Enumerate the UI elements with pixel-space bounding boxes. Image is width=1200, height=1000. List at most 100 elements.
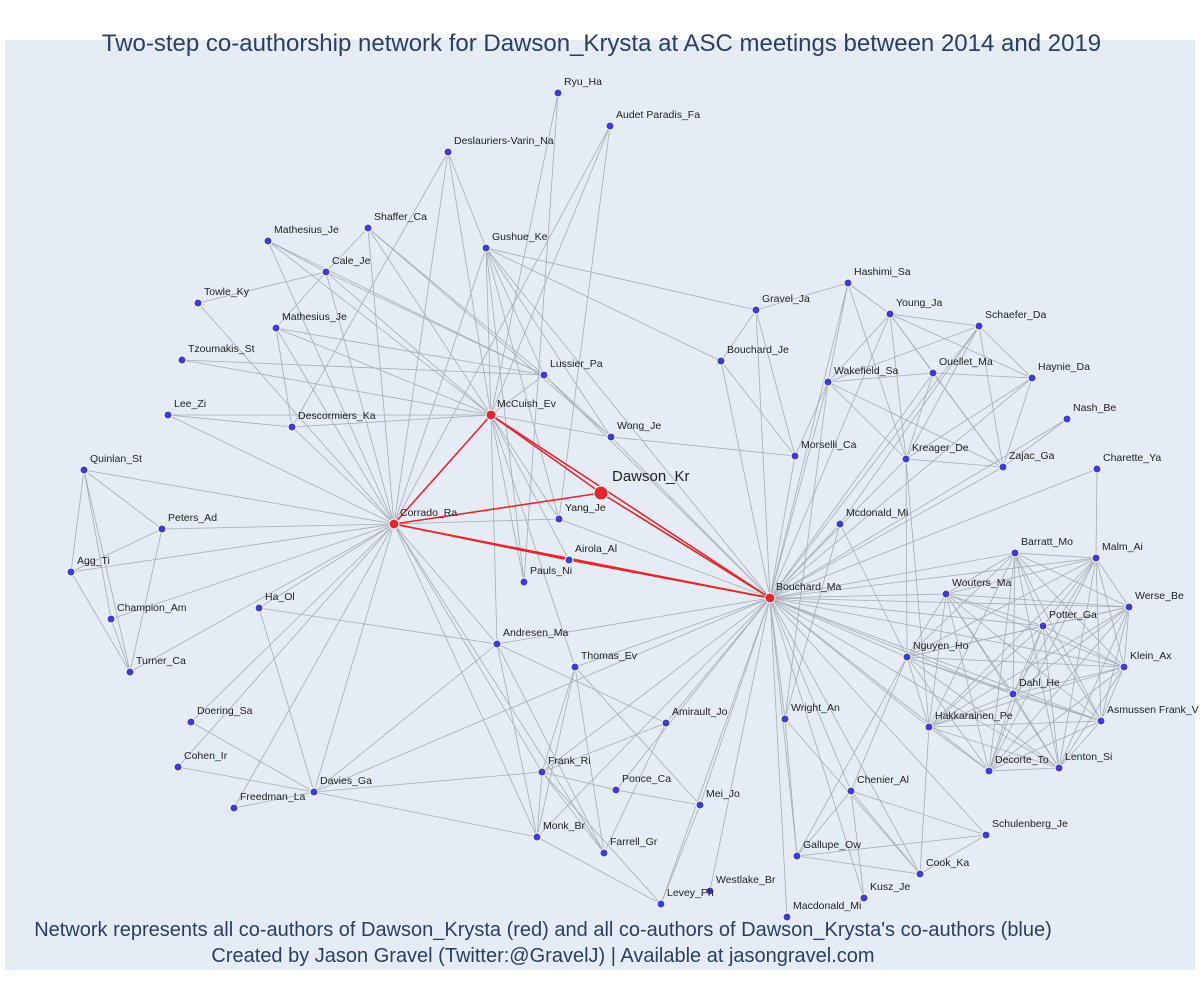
node-Bouchard_Je[interactable]: [716, 356, 726, 366]
edge-Quinlan_St-Turner_Ca: [83, 469, 131, 673]
node-Frank_Ri[interactable]: [537, 767, 547, 777]
node-Shaffer_Ca[interactable]: [363, 223, 373, 233]
node-Amirault_Jo[interactable]: [661, 718, 671, 728]
node-Airola_Al[interactable]: [564, 555, 574, 565]
edge-Bouchard_Ma-Chenier_Al: [769, 597, 852, 792]
node-Mathesius_Je1[interactable]: [263, 236, 273, 246]
node-Potter_Ga[interactable]: [1038, 621, 1048, 631]
node-Pauls_Ni[interactable]: [519, 577, 529, 587]
edge-Amirault_Jo-Farrell_Gr: [603, 722, 667, 854]
node-Westlake_Br[interactable]: [705, 886, 715, 896]
node-Audet_Paradis_Fa[interactable]: [605, 121, 615, 131]
node-Descormiers_Ka[interactable]: [287, 422, 297, 432]
node-label-Hashimi_Sa: Hashimi_Sa: [854, 266, 911, 278]
edge-Bouchard_Ma-Malm_Ai: [769, 557, 1097, 599]
node-Macdonald_Mi[interactable]: [782, 912, 792, 922]
node-Asmussen_Frank_V[interactable]: [1096, 716, 1106, 726]
node-Lee_Zi[interactable]: [163, 410, 173, 420]
edge-McCuish_Ev-Pauls_Ni: [490, 414, 525, 583]
node-Kusz_Je[interactable]: [859, 893, 869, 903]
node-Morselli_Ca[interactable]: [790, 451, 800, 461]
node-label-Charette_Ya: Charette_Ya: [1103, 452, 1161, 464]
node-Bouchard_Ma[interactable]: [764, 592, 776, 604]
node-Schaefer_Da[interactable]: [974, 321, 984, 331]
edge-Bouchard_Ma-Schaefer_Da: [769, 325, 980, 599]
node-Gushue_Ke[interactable]: [481, 243, 491, 253]
node-Malm_Ai[interactable]: [1091, 553, 1101, 563]
node-label-Gushue_Ke: Gushue_Ke: [492, 231, 548, 243]
node-label-Freedman_La: Freedman_La: [240, 791, 306, 803]
edge-Davies_Ga-Andresen_Ma: [313, 643, 498, 793]
edge-Cale_Je-Mathesius_Je2: [275, 271, 327, 329]
node-Davies_Ga[interactable]: [309, 787, 319, 797]
node-Ryu_Ha[interactable]: [553, 88, 563, 98]
edge-Bouchard_Ma-Werse_Be: [769, 597, 1130, 608]
node-Mathesius_Je2[interactable]: [271, 323, 281, 333]
node-Agg_Ti[interactable]: [66, 567, 76, 577]
node-Lussier_Pa[interactable]: [539, 370, 549, 380]
node-Corrado_Ra[interactable]: [388, 518, 400, 530]
edge-Corrado_Ra-Andresen_Ma: [393, 523, 498, 645]
node-Hakkarainen_Pe[interactable]: [924, 722, 934, 732]
node-Wright_An[interactable]: [780, 714, 790, 724]
node-Haynie_Da[interactable]: [1027, 373, 1037, 383]
edge-Ha_Ol-Andresen_Ma: [258, 607, 498, 645]
node-Quinlan_St[interactable]: [79, 465, 89, 475]
node-Cook_Ka[interactable]: [915, 869, 925, 879]
node-Ouellet_Ma[interactable]: [928, 368, 938, 378]
edge-Malm_Ai-Klein_Ax: [1095, 557, 1125, 668]
node-Turner_Ca[interactable]: [125, 667, 135, 677]
node-Chenier_Al[interactable]: [846, 786, 856, 796]
edge-McCuish_Ev-Bouchard_Ma: [490, 414, 771, 599]
node-Charette_Ya[interactable]: [1092, 464, 1102, 474]
node-Hashimi_Sa[interactable]: [843, 278, 853, 288]
edge-Cale_Je-Towle_Ky: [197, 271, 327, 304]
node-McCuish_Ev[interactable]: [485, 409, 497, 421]
edge-Bouchard_Ma-Young_Ja: [769, 313, 891, 599]
node-Mei_Jo[interactable]: [695, 800, 705, 810]
node-Farrell_Gr[interactable]: [599, 848, 609, 858]
node-Ponce_Ca[interactable]: [611, 785, 621, 795]
node-Doering_Sa[interactable]: [186, 717, 196, 727]
node-Lenton_Si[interactable]: [1054, 763, 1064, 773]
node-Dawson_Kr[interactable]: [593, 485, 609, 501]
node-Wakefield_Sa[interactable]: [823, 377, 833, 387]
edge-Bouchard_Ma-Lenton_Si: [769, 597, 1060, 769]
node-Deslauriers_Varin_Na[interactable]: [443, 147, 453, 157]
edge-Corrado_Ra-Towle_Ky: [197, 302, 395, 525]
node-Dahl_He[interactable]: [1008, 689, 1018, 699]
node-Yang_Je[interactable]: [554, 514, 564, 524]
node-Wouters_Ma[interactable]: [941, 589, 951, 599]
node-Nash_Be[interactable]: [1062, 414, 1072, 424]
node-Kreager_De[interactable]: [901, 454, 911, 464]
edge-McCuish_Ev-Wong_Je: [490, 414, 612, 438]
node-Schulenberg_Je[interactable]: [981, 830, 991, 840]
node-Andresen_Ma[interactable]: [492, 639, 502, 649]
node-Werse_Be[interactable]: [1124, 602, 1134, 612]
node-Zajac_Ga[interactable]: [998, 462, 1008, 472]
node-Klein_Ax[interactable]: [1119, 662, 1129, 672]
node-Gravel_Ja[interactable]: [751, 305, 761, 315]
node-Champion_Am[interactable]: [106, 614, 116, 624]
node-Peters_Ad[interactable]: [157, 524, 167, 534]
node-Cohen_Ir[interactable]: [173, 762, 183, 772]
node-Ha_Ol[interactable]: [254, 603, 264, 613]
node-Barratt_Mo[interactable]: [1010, 548, 1020, 558]
edge-Barratt_Mo-Lenton_Si: [1014, 552, 1060, 769]
node-Mcdonald_Mi[interactable]: [835, 519, 845, 529]
node-Wong_Je[interactable]: [606, 432, 616, 442]
node-Decorte_To[interactable]: [984, 766, 994, 776]
node-Freedman_La[interactable]: [229, 803, 239, 813]
node-label-Ryu_Ha: Ryu_Ha: [564, 76, 602, 88]
node-Young_Ja[interactable]: [885, 309, 895, 319]
node-Towle_Ky[interactable]: [193, 298, 203, 308]
node-Thomas_Ev[interactable]: [570, 662, 580, 672]
node-Tzoumakis_St[interactable]: [177, 355, 187, 365]
node-Levey_Ph[interactable]: [656, 899, 666, 909]
node-Cale_Je[interactable]: [321, 267, 331, 277]
node-Monk_Br[interactable]: [532, 832, 542, 842]
node-Gallupe_Ow[interactable]: [792, 851, 802, 861]
edge-Doering_Sa-Davies_Ga: [190, 721, 315, 793]
edge-Wakefield_Sa-Zajac_Ga: [827, 381, 1004, 468]
node-Nguyen_Ho[interactable]: [902, 652, 912, 662]
